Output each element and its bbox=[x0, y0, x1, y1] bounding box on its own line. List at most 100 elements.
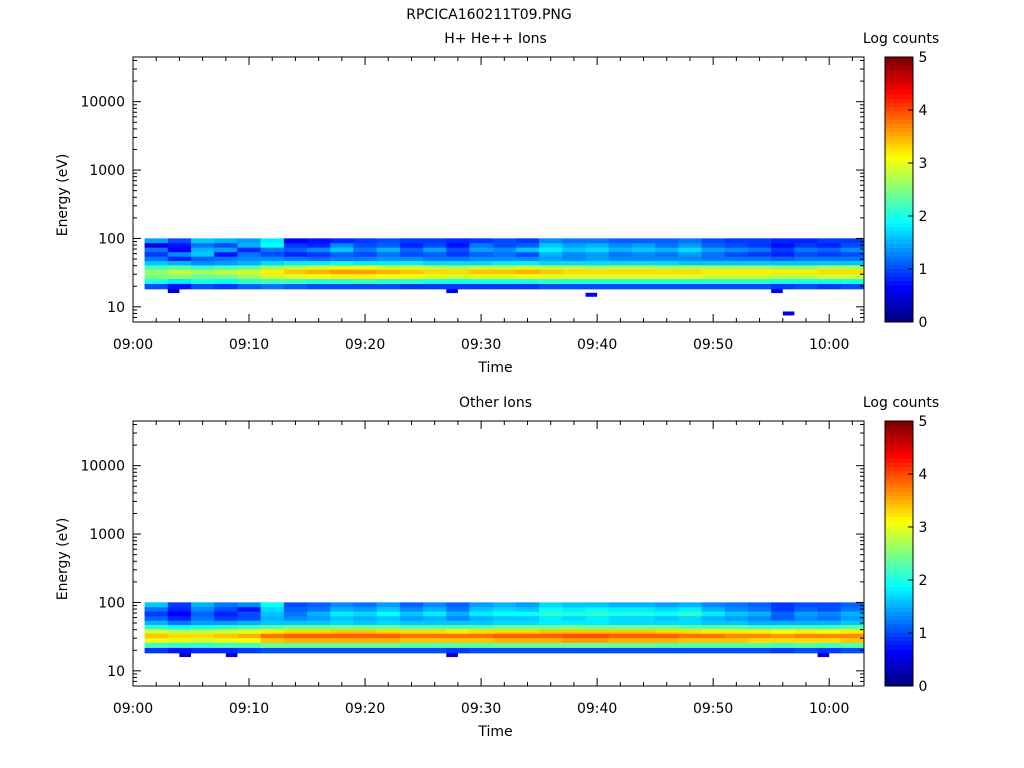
heatmap-cell bbox=[423, 247, 447, 253]
heatmap-cell bbox=[562, 633, 586, 639]
heatmap-cell bbox=[840, 269, 865, 275]
heatmap-cell bbox=[399, 278, 424, 284]
heatmap-cell bbox=[724, 611, 749, 617]
colorbar-segment bbox=[885, 168, 913, 174]
heatmap-cell bbox=[191, 256, 215, 262]
heatmap-cell bbox=[446, 642, 470, 648]
heatmap-cell bbox=[399, 629, 424, 634]
heatmap-cell bbox=[376, 283, 401, 290]
heatmap-cell bbox=[353, 283, 378, 290]
heatmap-cell bbox=[144, 647, 169, 654]
heatmap-cell bbox=[585, 242, 610, 248]
heatmap-cell bbox=[423, 260, 447, 266]
heatmap-cell bbox=[655, 265, 679, 270]
heatmap-cell bbox=[562, 260, 586, 266]
heatmap-cell bbox=[747, 260, 772, 266]
heatmap-cell bbox=[631, 273, 656, 279]
heatmap-cell bbox=[283, 251, 308, 257]
heatmap-cell bbox=[399, 265, 424, 270]
heatmap-cell bbox=[469, 633, 494, 639]
colorbar-segment bbox=[885, 632, 913, 637]
x-tick-label: 09:10 bbox=[229, 337, 269, 353]
heatmap-cell bbox=[376, 637, 401, 643]
heatmap-cell bbox=[376, 256, 401, 262]
colorbar-segment bbox=[885, 276, 913, 282]
heatmap-cell bbox=[237, 265, 262, 270]
heatmap-cell bbox=[167, 606, 192, 612]
heatmap-cell bbox=[840, 278, 865, 284]
colorbar-segment bbox=[885, 77, 913, 83]
heatmap-cell bbox=[539, 602, 563, 608]
colorbar-segment bbox=[885, 590, 913, 596]
heatmap-cell bbox=[539, 269, 563, 275]
heatmap-cell bbox=[237, 642, 262, 648]
heatmap-cell bbox=[283, 247, 308, 253]
heatmap-cell bbox=[399, 273, 424, 279]
heatmap-cell bbox=[492, 265, 517, 270]
colorbar-segment bbox=[885, 532, 913, 538]
heatmap-cell bbox=[469, 273, 494, 279]
heatmap-cell bbox=[539, 642, 563, 648]
heatmap-cell bbox=[492, 629, 517, 634]
heatmap-cell bbox=[840, 620, 865, 626]
heatmap-cell bbox=[353, 265, 378, 270]
colorbar-segment bbox=[885, 127, 913, 133]
heatmap-cell bbox=[840, 615, 865, 621]
heatmap-cell bbox=[469, 251, 494, 257]
heatmap-cell bbox=[237, 633, 262, 639]
heatmap-cell bbox=[376, 620, 401, 626]
heatmap-cell bbox=[353, 633, 378, 639]
heatmap-cell bbox=[283, 283, 308, 290]
heatmap-cell bbox=[840, 637, 865, 643]
y-tick-label: 1000 bbox=[89, 163, 125, 179]
colorbar-segment bbox=[885, 421, 913, 426]
heatmap-cell bbox=[771, 647, 795, 654]
heatmap-cell bbox=[655, 273, 679, 279]
colorbar-segment bbox=[885, 301, 913, 306]
heatmap-cell bbox=[191, 247, 215, 253]
heatmap-cell bbox=[678, 620, 702, 626]
colorbar-segment bbox=[885, 449, 913, 455]
heatmap-cell bbox=[515, 260, 540, 266]
heatmap-cell bbox=[631, 615, 656, 621]
heatmap-cell bbox=[747, 273, 772, 279]
heatmap-cell bbox=[794, 269, 818, 275]
heatmap-cell bbox=[840, 647, 865, 654]
heatmap-cell bbox=[469, 247, 494, 253]
colorbar-segment bbox=[885, 545, 913, 550]
heatmap-cell bbox=[191, 269, 215, 275]
heatmap-cell bbox=[191, 633, 215, 639]
heatmap-cell bbox=[191, 283, 215, 290]
heatmap-cell bbox=[376, 611, 401, 617]
heatmap-cell bbox=[817, 637, 842, 643]
heatmap-cell bbox=[608, 620, 633, 626]
heatmap-cell bbox=[701, 629, 726, 634]
heatmap-cell bbox=[585, 637, 610, 643]
heatmap-cell bbox=[446, 238, 470, 244]
heatmap-cell bbox=[585, 260, 610, 266]
colorbar-segment bbox=[885, 185, 913, 190]
colorbar-segment bbox=[885, 541, 913, 546]
heatmap-cell bbox=[191, 611, 215, 617]
heatmap-cell bbox=[724, 283, 749, 290]
heatmap-cell bbox=[283, 624, 308, 630]
heatmap-cell bbox=[724, 629, 749, 634]
heatmap-cell bbox=[283, 260, 308, 266]
heatmap-cell bbox=[631, 283, 656, 290]
heatmap-cell bbox=[376, 260, 401, 266]
heatmap-cell bbox=[631, 265, 656, 270]
colorbar-segment bbox=[885, 110, 913, 116]
heatmap-cell bbox=[260, 238, 285, 244]
colorbar-segment bbox=[885, 218, 913, 224]
colorbar-segment bbox=[885, 61, 913, 66]
heatmap-cell bbox=[330, 273, 354, 279]
heatmap-cell bbox=[562, 278, 586, 284]
heatmap-cell bbox=[678, 273, 702, 279]
x-tick-label: 10:00 bbox=[809, 701, 849, 717]
heatmap-cell bbox=[214, 633, 238, 639]
heatmap-cell bbox=[562, 256, 586, 262]
colorbar-segment bbox=[885, 429, 913, 434]
heatmap-cell bbox=[307, 637, 331, 643]
heatmap-cell bbox=[724, 238, 749, 244]
colorbar-segment bbox=[885, 470, 913, 476]
